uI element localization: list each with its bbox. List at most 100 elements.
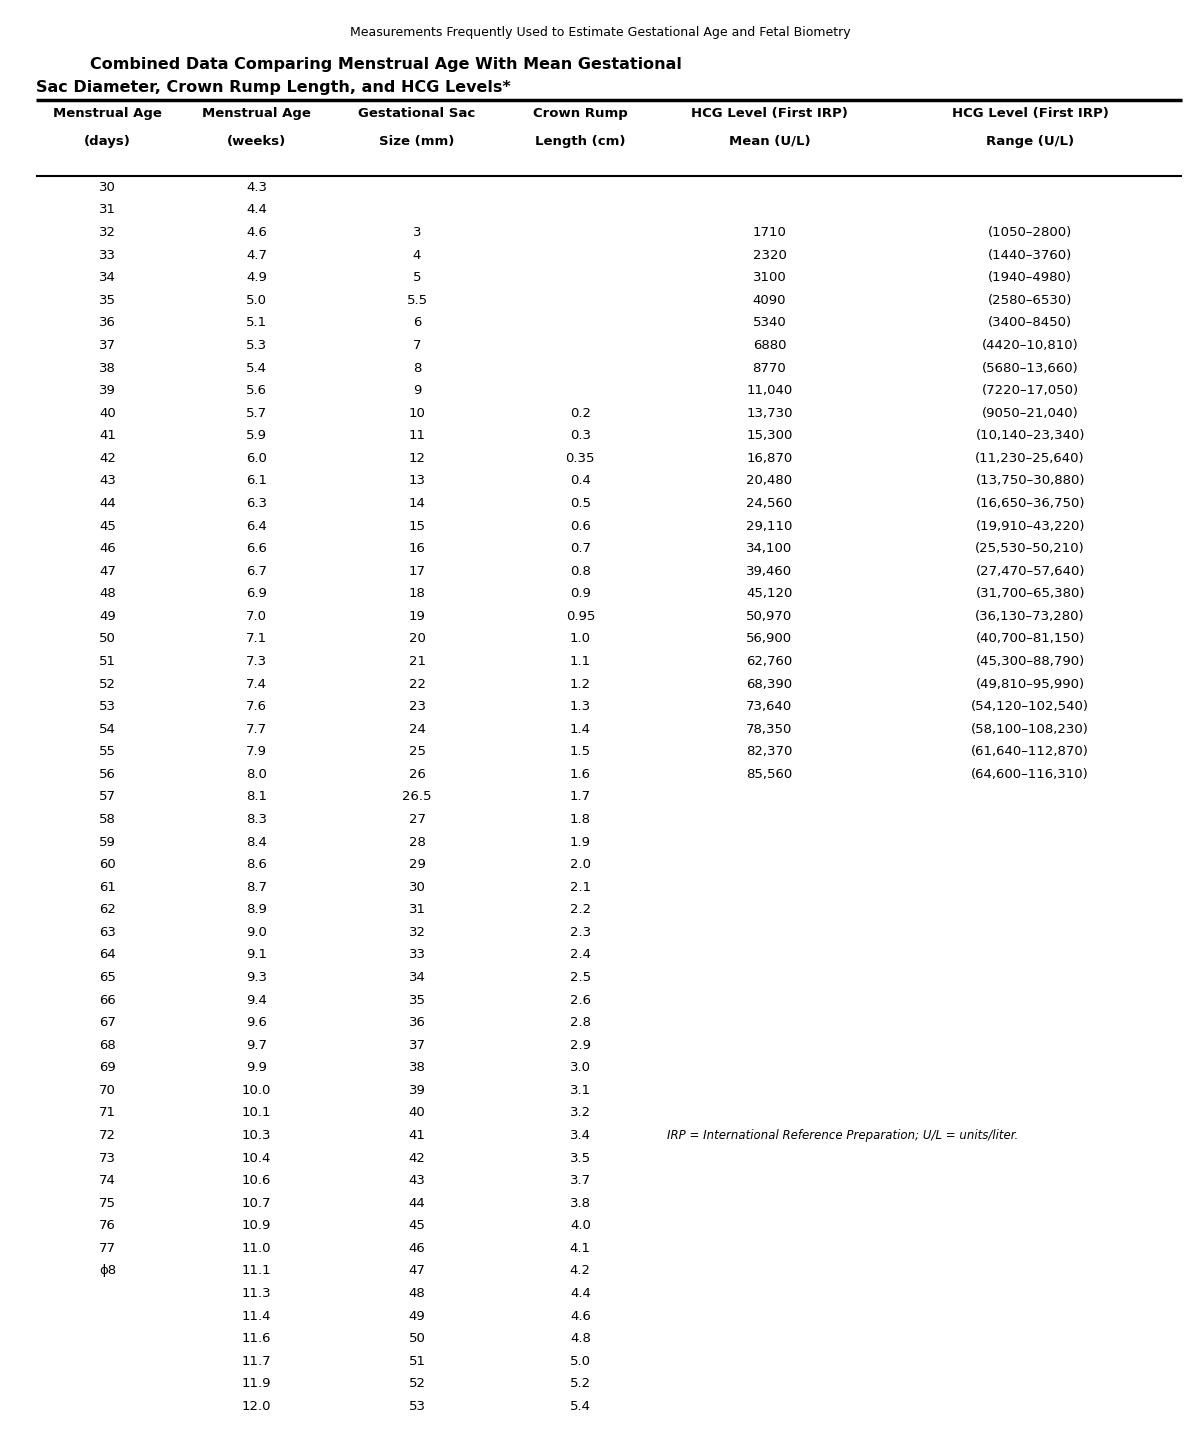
Text: 2.9: 2.9 [570, 1038, 590, 1051]
Text: Length (cm): Length (cm) [535, 135, 625, 147]
Text: 1710: 1710 [752, 226, 786, 239]
Text: 1.7: 1.7 [570, 790, 590, 803]
Text: 5.1: 5.1 [246, 316, 268, 329]
Text: 0.6: 0.6 [570, 520, 590, 533]
Text: 56,900: 56,900 [746, 633, 792, 646]
Text: 11.1: 11.1 [241, 1264, 271, 1277]
Text: 32: 32 [408, 927, 426, 939]
Text: 63: 63 [100, 927, 116, 939]
Text: 36: 36 [100, 316, 116, 329]
Text: 35: 35 [100, 294, 116, 306]
Text: Sac Diameter, Crown Rump Length, and HCG Levels*: Sac Diameter, Crown Rump Length, and HCG… [36, 80, 511, 95]
Text: 57: 57 [100, 790, 116, 803]
Text: 44: 44 [100, 497, 116, 510]
Text: 68: 68 [100, 1038, 116, 1051]
Text: 73,640: 73,640 [746, 700, 792, 713]
Text: 10.6: 10.6 [242, 1174, 271, 1187]
Text: 10.3: 10.3 [242, 1128, 271, 1141]
Text: 7.4: 7.4 [246, 677, 268, 690]
Text: 4.9: 4.9 [246, 271, 268, 284]
Text: (4420–10,810): (4420–10,810) [982, 339, 1079, 352]
Text: 7.0: 7.0 [246, 610, 268, 623]
Text: HCG Level (First IRP): HCG Level (First IRP) [952, 107, 1109, 120]
Text: 40: 40 [100, 407, 116, 420]
Text: 67: 67 [100, 1017, 116, 1030]
Text: 2.8: 2.8 [570, 1017, 590, 1030]
Text: 48: 48 [409, 1287, 426, 1300]
Text: 4.6: 4.6 [570, 1310, 590, 1323]
Text: 43: 43 [100, 474, 116, 487]
Text: 47: 47 [100, 564, 116, 577]
Text: 77: 77 [100, 1242, 116, 1254]
Text: 8: 8 [413, 361, 421, 375]
Text: 9.1: 9.1 [246, 948, 268, 961]
Text: 65: 65 [100, 971, 116, 984]
Text: Menstrual Age: Menstrual Age [202, 107, 311, 120]
Text: 1.5: 1.5 [570, 745, 590, 759]
Text: 4: 4 [413, 249, 421, 262]
Text: 3.8: 3.8 [570, 1197, 590, 1210]
Text: 7: 7 [413, 339, 421, 352]
Text: 75: 75 [100, 1197, 116, 1210]
Text: 37: 37 [408, 1038, 426, 1051]
Text: (2580–6530): (2580–6530) [988, 294, 1073, 306]
Text: 20: 20 [409, 633, 426, 646]
Text: 7.9: 7.9 [246, 745, 268, 759]
Text: 4.1: 4.1 [570, 1242, 590, 1254]
Text: 7.3: 7.3 [246, 654, 268, 667]
Text: (7220–17,050): (7220–17,050) [982, 384, 1079, 397]
Text: 0.35: 0.35 [565, 453, 595, 465]
Text: 6.4: 6.4 [246, 520, 268, 533]
Text: 26.5: 26.5 [402, 790, 432, 803]
Text: 8.6: 8.6 [246, 858, 268, 871]
Text: 5: 5 [413, 271, 421, 284]
Text: 0.3: 0.3 [570, 430, 590, 442]
Text: 47: 47 [409, 1264, 426, 1277]
Text: Range (U/L): Range (U/L) [986, 135, 1074, 147]
Text: 69: 69 [100, 1061, 116, 1074]
Text: (9050–21,040): (9050–21,040) [982, 407, 1079, 420]
Text: 30: 30 [409, 881, 426, 894]
Text: 22: 22 [408, 677, 426, 690]
Text: 51: 51 [408, 1355, 426, 1368]
Text: 6.7: 6.7 [246, 564, 268, 577]
Text: 0.2: 0.2 [570, 407, 590, 420]
Text: 1.6: 1.6 [570, 768, 590, 780]
Text: 0.7: 0.7 [570, 543, 590, 556]
Text: 6.0: 6.0 [246, 453, 268, 465]
Text: 5.0: 5.0 [246, 294, 268, 306]
Text: 39: 39 [100, 384, 116, 397]
Text: 2.5: 2.5 [570, 971, 590, 984]
Text: 21: 21 [408, 654, 426, 667]
Text: 10.1: 10.1 [242, 1107, 271, 1120]
Text: 34,100: 34,100 [746, 543, 792, 556]
Text: 2.2: 2.2 [570, 904, 590, 916]
Text: 72: 72 [100, 1128, 116, 1141]
Text: 6880: 6880 [752, 339, 786, 352]
Text: (13,750–30,880): (13,750–30,880) [976, 474, 1085, 487]
Text: 33: 33 [100, 249, 116, 262]
Text: 5.3: 5.3 [246, 339, 268, 352]
Text: 64: 64 [100, 948, 116, 961]
Text: 14: 14 [409, 497, 426, 510]
Text: 5.4: 5.4 [246, 361, 268, 375]
Text: 3100: 3100 [752, 271, 786, 284]
Text: 50: 50 [409, 1332, 426, 1345]
Text: 11.6: 11.6 [242, 1332, 271, 1345]
Text: 58: 58 [100, 813, 116, 826]
Text: 45: 45 [409, 1219, 426, 1233]
Text: Menstrual Age: Menstrual Age [53, 107, 162, 120]
Text: 1.0: 1.0 [570, 633, 590, 646]
Text: 7.7: 7.7 [246, 723, 268, 736]
Text: 0.5: 0.5 [570, 497, 590, 510]
Text: 38: 38 [409, 1061, 426, 1074]
Text: 2.0: 2.0 [570, 858, 590, 871]
Text: 12.0: 12.0 [242, 1400, 271, 1413]
Text: 82,370: 82,370 [746, 745, 793, 759]
Text: 20,480: 20,480 [746, 474, 792, 487]
Text: (1940–4980): (1940–4980) [988, 271, 1072, 284]
Text: 12: 12 [408, 453, 426, 465]
Text: 2.3: 2.3 [570, 927, 590, 939]
Text: 37: 37 [100, 339, 116, 352]
Text: 10: 10 [409, 407, 426, 420]
